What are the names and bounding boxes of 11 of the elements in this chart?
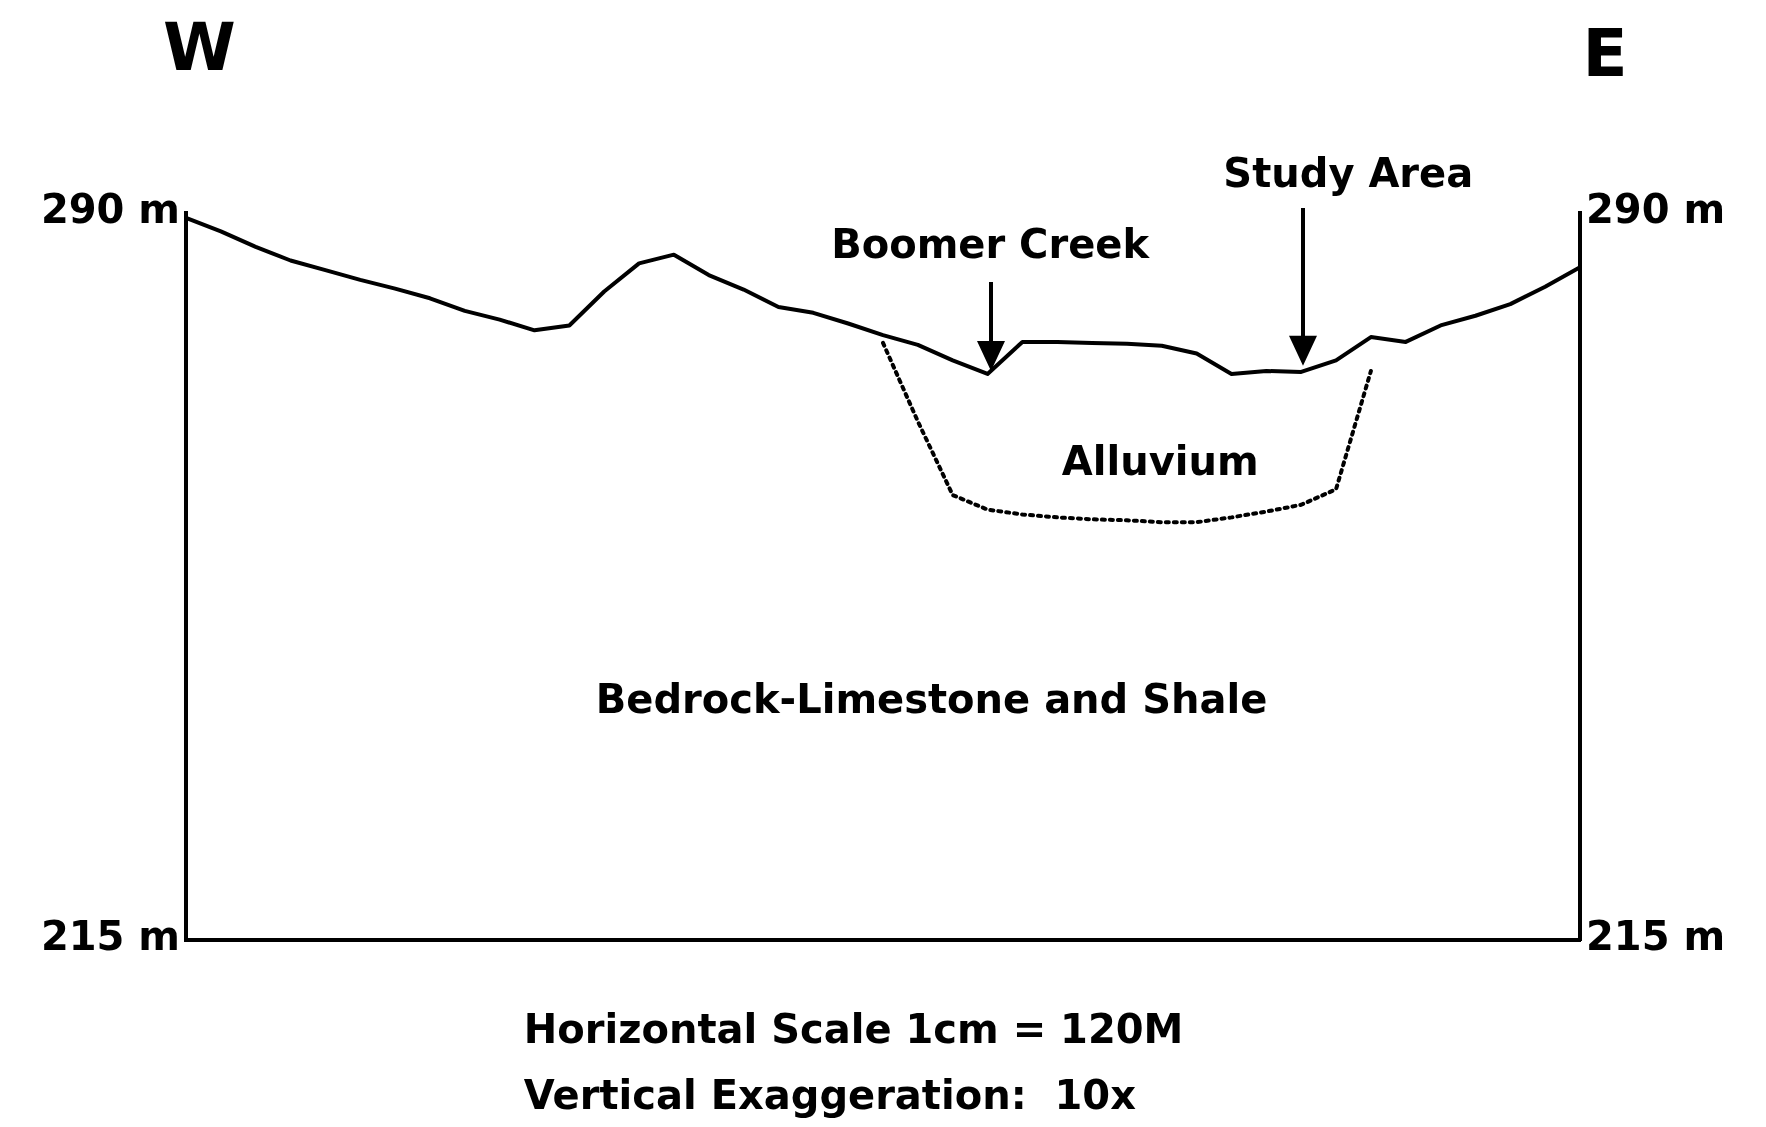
text: Horizontal Scale 1cm = 120M: [523, 1006, 1184, 1053]
annotation: Boomer Creek: [831, 221, 1151, 268]
annotation: Alluvium: [1061, 437, 1259, 484]
text: Study Area: [1223, 150, 1474, 197]
chart-subtitle: E: [1582, 14, 1628, 92]
line-series: [881, 340, 1373, 525]
y2-tick-label: 290 m: [1586, 186, 1726, 233]
annotation: Bedrock-Limestone and Shale: [595, 676, 1268, 723]
chart-title: W: [163, 9, 236, 87]
y2-tick-label: 215 m: [1586, 913, 1726, 960]
text: Vertical Exaggeration: 10x: [523, 1071, 1137, 1118]
